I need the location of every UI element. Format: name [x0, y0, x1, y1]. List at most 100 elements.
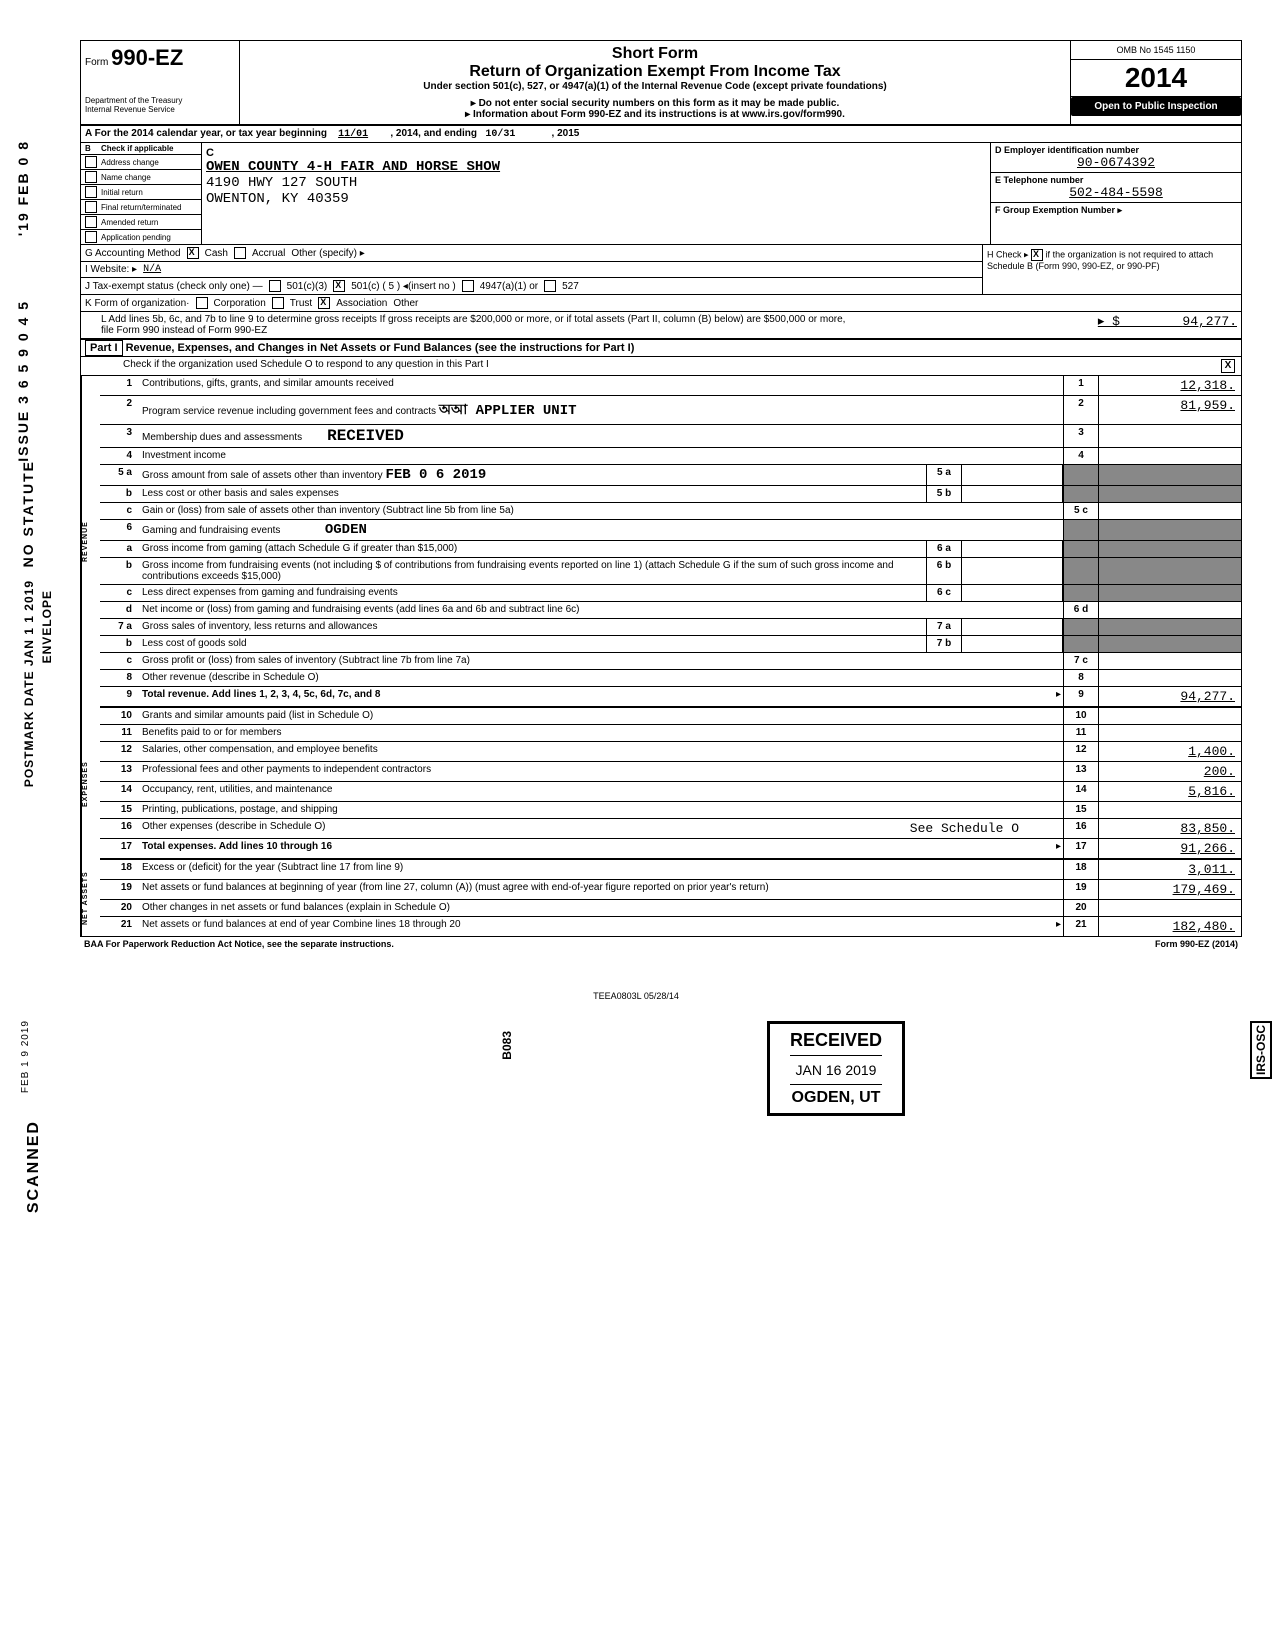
l12-amt: 1,400. [1098, 742, 1241, 761]
check-501c[interactable] [333, 280, 345, 292]
l10-amt [1098, 708, 1241, 724]
l11-num: 11 [100, 725, 138, 741]
l17-amt: 91,266. [1098, 839, 1241, 858]
l7c-amt [1098, 653, 1241, 669]
inspection-badge: Open to Public Inspection [1071, 97, 1241, 116]
l6-box [1063, 520, 1098, 540]
l4-box: 4 [1063, 448, 1098, 464]
row-j: J Tax-exempt status (check only one) — 5… [81, 278, 982, 294]
l14-num: 14 [100, 782, 138, 801]
expenses-block: EXPENSES 10Grants and similar amounts pa… [81, 708, 1241, 860]
l2-num: 2 [100, 396, 138, 424]
check-4947[interactable] [462, 280, 474, 292]
l13-box: 13 [1063, 762, 1098, 781]
header-center: Short Form Return of Organization Exempt… [240, 41, 1070, 124]
l18-desc: Excess or (deficit) for the year (Subtra… [138, 860, 1063, 879]
org-name: OWEN COUNTY 4-H FAIR AND HORSE SHOW [206, 159, 986, 175]
l5a-mid: 5 a [926, 465, 962, 485]
l10-num: 10 [100, 708, 138, 724]
org-addr2: OWENTON, KY 40359 [206, 191, 986, 207]
part1-check-text: Check if the organization used Schedule … [119, 357, 1215, 375]
check-assoc[interactable] [318, 297, 330, 309]
l2-amt: 81,959. [1098, 396, 1241, 424]
l7b-box [1063, 636, 1098, 652]
check-h[interactable] [1031, 249, 1043, 261]
l5c-amt [1098, 503, 1241, 519]
l6d-box: 6 d [1063, 602, 1098, 618]
margin-statute: NO STATUTE [20, 460, 36, 567]
l15-num: 15 [100, 802, 138, 818]
i-label: I Website: ▸ [85, 264, 137, 275]
l13-amt: 200. [1098, 762, 1241, 781]
l16-note: See Schedule O [910, 821, 1019, 836]
l15-desc: Printing, publications, postage, and shi… [138, 802, 1063, 818]
subtitle: Under section 501(c), 527, or 4947(a)(1)… [244, 81, 1066, 92]
check-501c3[interactable] [269, 280, 281, 292]
l16-num: 16 [100, 819, 138, 838]
l20-box: 20 [1063, 900, 1098, 916]
l8-num: 8 [100, 670, 138, 686]
l19-amt: 179,469. [1098, 880, 1241, 899]
date-stamp: FEB 0 6 2019 [385, 467, 486, 483]
l11-desc: Benefits paid to or for members [138, 725, 1063, 741]
l5a-val [962, 465, 1063, 485]
form-ref: Form 990-EZ (2014) [1155, 939, 1238, 949]
check-amended[interactable] [85, 216, 97, 228]
margin-envelope: ENVELOPE [40, 590, 54, 663]
l7c-box: 7 c [1063, 653, 1098, 669]
l4-amt [1098, 448, 1241, 464]
l9-box: 9 [1063, 687, 1098, 706]
part1-checkbox[interactable]: X [1221, 359, 1235, 373]
l14-box: 14 [1063, 782, 1098, 801]
check-name-label: Name change [101, 173, 151, 182]
form-prefix: Form [85, 57, 108, 68]
check-cash[interactable] [187, 247, 199, 259]
check-pending-label: Application pending [101, 233, 171, 242]
org-addr1: 4190 HWY 127 SOUTH [206, 175, 986, 191]
l21-box: 21 [1063, 917, 1098, 936]
l1-amt: 12,318. [1098, 376, 1241, 395]
check-final[interactable] [85, 201, 97, 213]
l6d-num: d [100, 602, 138, 618]
check-initial[interactable] [85, 186, 97, 198]
corp-label: Corporation [214, 298, 266, 309]
l9-desc: Total revenue. Add lines 1, 2, 3, 4, 5c,… [138, 687, 1054, 706]
netassets-side-label: NET ASSETS [81, 860, 100, 936]
l6b-desc: Gross income from fundraising events (no… [138, 558, 926, 584]
l13-desc: Professional fees and other payments to … [138, 762, 1063, 781]
l18-box: 18 [1063, 860, 1098, 879]
warning: ▸ Do not enter social security numbers o… [244, 98, 1066, 109]
l5a-amt [1098, 465, 1241, 485]
check-address[interactable] [85, 156, 97, 168]
501c-label: 501(c) ( 5 ) ◂(insert no ) [351, 281, 456, 292]
header-left: Form 990-EZ Department of the Treasury I… [81, 41, 240, 124]
check-name[interactable] [85, 171, 97, 183]
l5c-box: 5 c [1063, 503, 1098, 519]
ogden-stamp: OGDEN [325, 522, 367, 538]
check-pending[interactable] [85, 231, 97, 243]
l6-desc: Gaming and fundraising events OGDEN [138, 520, 1063, 540]
accrual-label: Accrual [252, 248, 285, 259]
l16-amt: 83,850. [1098, 819, 1241, 838]
l6-num: 6 [100, 520, 138, 540]
l6c-desc: Less direct expenses from gaming and fun… [138, 585, 926, 601]
l7b-mid: 7 b [926, 636, 962, 652]
l9-num: 9 [100, 687, 138, 706]
row-a-year: , 2015 [552, 128, 580, 139]
l7a-amt [1098, 619, 1241, 635]
l12-box: 12 [1063, 742, 1098, 761]
j-label: J Tax-exempt status (check only one) — [85, 281, 263, 292]
assoc-label: Association [336, 298, 387, 309]
check-527[interactable] [544, 280, 556, 292]
l1-desc: Contributions, gifts, grants, and simila… [138, 376, 1063, 395]
trust-label: Trust [290, 298, 312, 309]
501c3-label: 501(c)(3) [287, 281, 328, 292]
check-accrual[interactable] [234, 247, 246, 259]
check-corp[interactable] [196, 297, 208, 309]
l6b-val [962, 558, 1063, 584]
l5b-desc: Less cost or other basis and sales expen… [138, 486, 926, 502]
check-trust[interactable] [272, 297, 284, 309]
l7a-box [1063, 619, 1098, 635]
l5c-num: c [100, 503, 138, 519]
l20-desc: Other changes in net assets or fund bala… [138, 900, 1063, 916]
